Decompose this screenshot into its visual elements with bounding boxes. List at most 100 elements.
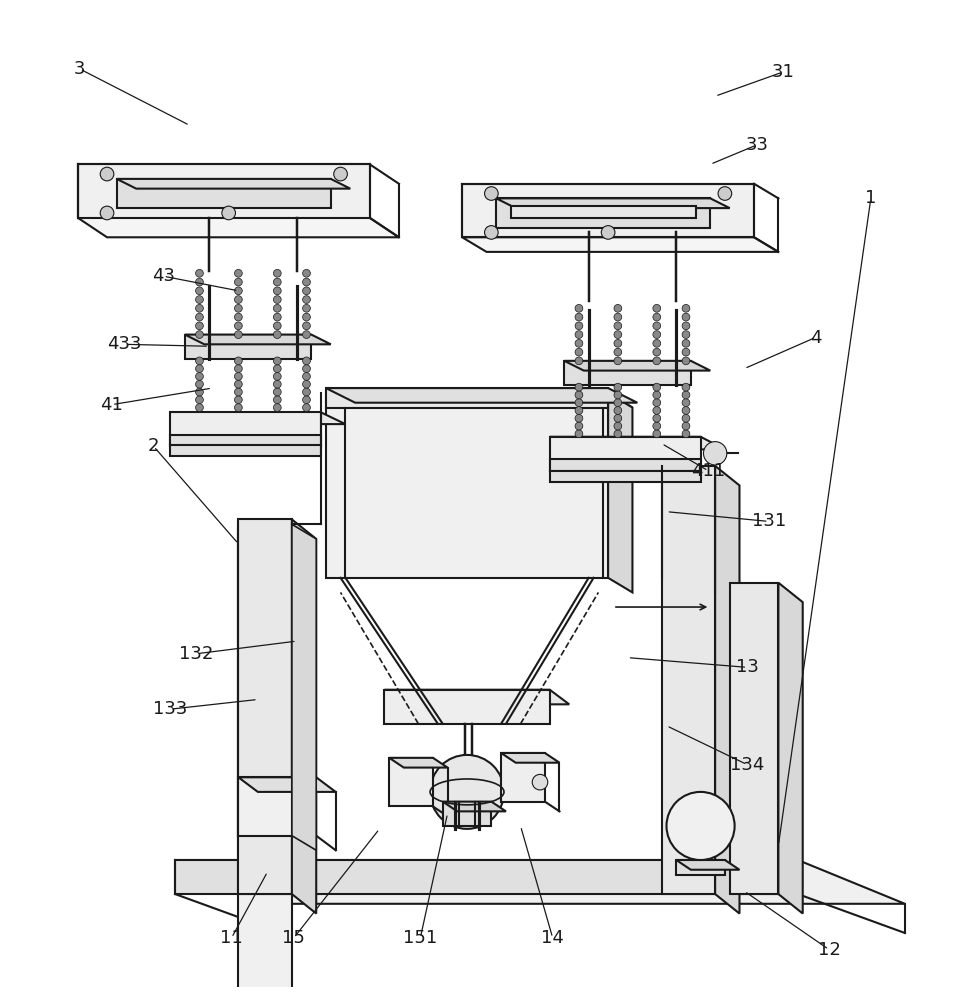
Circle shape (614, 422, 622, 430)
Circle shape (575, 399, 583, 407)
Polygon shape (550, 437, 725, 449)
Circle shape (273, 404, 281, 411)
Circle shape (273, 296, 281, 303)
Circle shape (575, 348, 583, 356)
Bar (550, 471, 701, 482)
Polygon shape (185, 335, 331, 344)
Circle shape (234, 404, 242, 411)
Circle shape (273, 269, 281, 277)
Circle shape (196, 331, 203, 338)
Circle shape (682, 304, 690, 312)
Text: 4: 4 (810, 329, 821, 347)
Circle shape (303, 396, 310, 404)
Circle shape (682, 391, 690, 399)
Circle shape (196, 322, 203, 330)
Bar (564, 361, 691, 385)
Circle shape (234, 357, 242, 365)
Text: 2: 2 (148, 437, 160, 455)
Polygon shape (292, 519, 316, 914)
Circle shape (532, 774, 548, 790)
Circle shape (303, 296, 310, 303)
Circle shape (234, 269, 242, 277)
Circle shape (614, 357, 622, 365)
Circle shape (614, 322, 622, 330)
Circle shape (614, 348, 622, 356)
Text: 11: 11 (220, 929, 243, 947)
Text: 132: 132 (179, 645, 214, 663)
Circle shape (653, 339, 661, 347)
Circle shape (303, 388, 310, 396)
Circle shape (303, 313, 310, 321)
Text: 3: 3 (74, 60, 86, 78)
Bar (170, 412, 321, 446)
Polygon shape (462, 237, 778, 252)
Polygon shape (326, 393, 632, 408)
Circle shape (653, 348, 661, 356)
Text: 133: 133 (153, 700, 188, 718)
Circle shape (682, 357, 690, 365)
Bar (326, 393, 608, 578)
Circle shape (575, 422, 583, 430)
Circle shape (682, 383, 690, 391)
Text: 1: 1 (865, 189, 877, 207)
Circle shape (196, 365, 203, 373)
Circle shape (575, 391, 583, 399)
Circle shape (234, 373, 242, 380)
Circle shape (234, 331, 242, 338)
Bar (443, 802, 491, 826)
Polygon shape (778, 583, 803, 914)
Circle shape (234, 322, 242, 330)
Polygon shape (496, 198, 730, 208)
Circle shape (653, 414, 661, 422)
Polygon shape (170, 412, 345, 424)
Circle shape (273, 380, 281, 388)
Circle shape (614, 399, 622, 407)
Circle shape (234, 380, 242, 388)
Text: 151: 151 (403, 929, 438, 947)
Circle shape (575, 313, 583, 321)
Circle shape (196, 287, 203, 295)
Circle shape (196, 304, 203, 312)
Circle shape (222, 206, 235, 220)
Bar (170, 445, 321, 456)
Polygon shape (676, 860, 739, 870)
Circle shape (682, 422, 690, 430)
Circle shape (100, 206, 114, 220)
Circle shape (653, 304, 661, 312)
Text: 433: 433 (107, 335, 142, 353)
Circle shape (303, 269, 310, 277)
Circle shape (614, 407, 622, 414)
Circle shape (303, 278, 310, 286)
Circle shape (234, 304, 242, 312)
Text: 15: 15 (282, 929, 306, 947)
Circle shape (196, 373, 203, 380)
Circle shape (273, 313, 281, 321)
Circle shape (234, 287, 242, 295)
Circle shape (196, 404, 203, 411)
Circle shape (575, 414, 583, 422)
Circle shape (682, 313, 690, 321)
Circle shape (653, 357, 661, 365)
Polygon shape (292, 524, 316, 850)
Circle shape (303, 322, 310, 330)
Bar (238, 836, 292, 894)
Circle shape (575, 357, 583, 365)
Circle shape (273, 322, 281, 330)
Circle shape (614, 391, 622, 399)
Circle shape (196, 388, 203, 396)
Circle shape (485, 226, 498, 239)
Circle shape (303, 357, 310, 365)
Circle shape (234, 396, 242, 404)
Circle shape (234, 365, 242, 373)
Bar (511, 206, 696, 218)
Polygon shape (384, 690, 569, 704)
Circle shape (682, 414, 690, 422)
Circle shape (273, 357, 281, 365)
Bar (662, 466, 715, 894)
Text: 13: 13 (736, 658, 759, 676)
Text: 411: 411 (691, 462, 726, 480)
Circle shape (485, 187, 498, 200)
Circle shape (653, 313, 661, 321)
Circle shape (653, 407, 661, 414)
Circle shape (614, 383, 622, 391)
